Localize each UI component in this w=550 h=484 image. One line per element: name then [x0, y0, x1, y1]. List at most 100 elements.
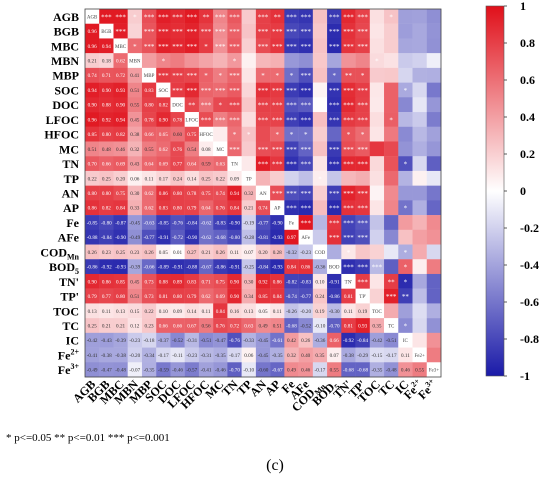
heatmap-cell: [398, 156, 413, 172]
heatmap-cell: [156, 170, 171, 186]
heatmap-cell: [398, 126, 413, 142]
heatmap-cell: [412, 229, 427, 245]
diagonal-label: TN: [231, 163, 238, 168]
heatmap-cell: [327, 141, 342, 157]
heatmap-cell: [384, 23, 399, 39]
heatmap-cell: [355, 9, 370, 24]
heatmap-cell: [341, 82, 356, 98]
row-label: IC: [66, 334, 79, 348]
heatmap-cell: [156, 97, 171, 113]
heatmap-cell: [398, 23, 413, 39]
heatmap-cell: [241, 156, 257, 172]
heatmap-cell: [141, 229, 157, 245]
significance-stars: ***: [329, 146, 340, 154]
heatmap-cell: [327, 288, 342, 304]
correlation-value: 0.80: [102, 191, 111, 197]
heatmap-cell: [298, 23, 314, 39]
significance-stars: *: [275, 72, 279, 80]
heatmap-cell: [327, 53, 342, 69]
significance-stars: ***: [357, 219, 368, 227]
heatmap-cell: [312, 332, 328, 348]
correlation-value: 0.11: [102, 309, 111, 315]
correlation-value: 0.76: [216, 206, 225, 212]
heatmap-cell: [141, 97, 157, 113]
correlation-value: 0.22: [145, 309, 154, 315]
heatmap-cell: [341, 23, 356, 39]
heatmap-cell: [298, 273, 314, 289]
heatmap-cell: [284, 215, 299, 230]
colorbar: [485, 5, 505, 377]
correlation-value: -0.91: [329, 279, 340, 285]
row-label: AP: [63, 201, 79, 215]
heatmap-cell: [412, 273, 427, 289]
significance-stars: ***: [329, 28, 340, 36]
correlation-value: 0.17: [159, 176, 168, 182]
colorbar-tick-label: 0.8: [520, 36, 535, 50]
heatmap-cell: [241, 185, 257, 201]
heatmap-cell: [198, 273, 214, 289]
heatmap-cell: [113, 112, 128, 127]
significance-stars: ***: [357, 102, 368, 110]
heatmap-cell: [99, 347, 114, 363]
heatmap-cell: [369, 53, 385, 69]
heatmap-cell: [255, 23, 271, 39]
heatmap-cell: [255, 141, 271, 157]
heatmap-cell: [284, 229, 299, 245]
heatmap-cell: [298, 229, 314, 245]
significance-stars: ***: [258, 102, 269, 110]
heatmap-cell: [327, 215, 342, 230]
heatmap-cell: [170, 185, 185, 201]
heatmap-cell: [198, 362, 214, 378]
heatmap-cell: [284, 112, 299, 127]
heatmap-cell: [426, 332, 442, 348]
heatmap-cell: [312, 126, 328, 142]
heatmap-cell: [341, 156, 356, 172]
heatmap-cell: [398, 82, 413, 98]
heatmap-cell: [255, 273, 271, 289]
correlation-value: 0.93: [116, 88, 125, 94]
heatmap-cell: [85, 318, 100, 334]
heatmap-cell: [184, 273, 200, 289]
correlation-value: -0.84: [357, 338, 368, 344]
heatmap-cell: [85, 288, 100, 304]
diagonal-label: MBN: [129, 60, 141, 65]
significance-stars: ***: [201, 116, 212, 124]
correlation-value: -0.17: [158, 353, 169, 359]
heatmap-cell: [227, 215, 242, 230]
colorbar-tick-label: -0.2: [520, 221, 539, 235]
heatmap-cell: [85, 112, 100, 127]
significance-stars: *: [133, 13, 137, 21]
heatmap-cell: [141, 82, 157, 98]
correlation-value: 0.80: [145, 103, 154, 109]
significance-stars: ***: [343, 190, 354, 198]
heatmap-cell: [327, 259, 342, 275]
heatmap-cell: [270, 156, 285, 172]
heatmap-cell: [284, 82, 299, 98]
heatmap-cell: [312, 67, 328, 83]
significance-stars: ***: [329, 190, 340, 198]
significance-stars: **: [274, 13, 282, 21]
correlation-value: -0.80: [229, 235, 240, 241]
heatmap-cell: [85, 9, 100, 24]
heatmap-cell: [198, 23, 214, 39]
correlation-value: -0.86: [329, 294, 340, 300]
heatmap-cell: [341, 332, 356, 348]
heatmap-cell: [99, 229, 114, 245]
heatmap-cell: [113, 288, 128, 304]
correlation-value: -0.35: [144, 368, 155, 374]
correlation-value: 0.46: [401, 368, 410, 374]
heatmap-cell: [198, 9, 214, 24]
heatmap-cell: [355, 53, 370, 69]
correlation-value: 0.69: [216, 294, 225, 300]
significance-stars: ***: [300, 219, 311, 227]
correlation-value: 0.49: [258, 323, 267, 329]
heatmap-cell: [327, 185, 342, 201]
heatmap-cell: [398, 97, 413, 113]
heatmap-cell: [85, 141, 100, 157]
heatmap-cell: [99, 215, 114, 230]
correlation-value: -0.36: [315, 338, 326, 344]
row-label: TN: [62, 157, 79, 171]
heatmap-cell: [184, 288, 200, 304]
significance-stars: ***: [258, 87, 269, 95]
significance-stars: ***: [300, 43, 311, 51]
